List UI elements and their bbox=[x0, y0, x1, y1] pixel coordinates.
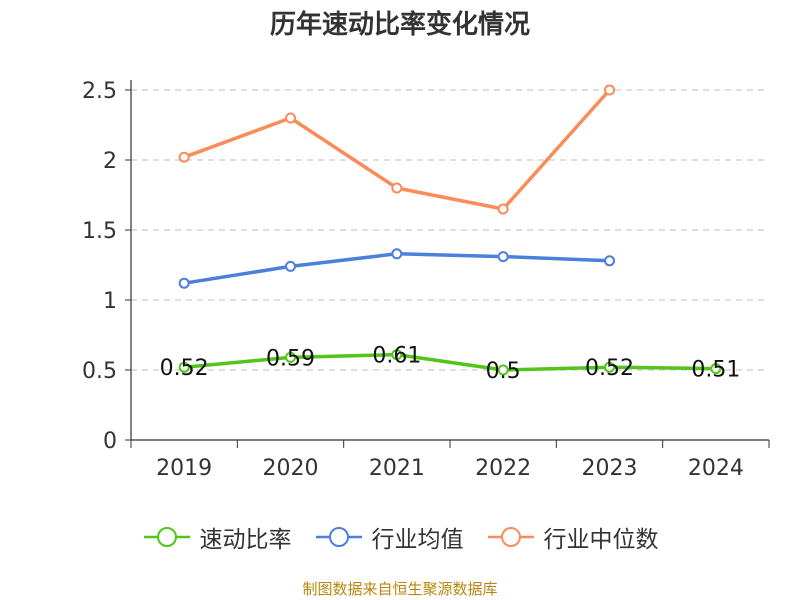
legend-item-industry-mean[interactable]: 行业均值 bbox=[314, 520, 464, 554]
legend-marker-icon bbox=[315, 527, 362, 547]
data-point[interactable] bbox=[178, 151, 190, 163]
y-tick-label: 0 bbox=[103, 429, 117, 454]
data-point[interactable] bbox=[497, 203, 509, 215]
data-point[interactable] bbox=[285, 351, 296, 363]
data-label: 0.61 bbox=[372, 344, 421, 369]
x-tick-label: 2021 bbox=[369, 456, 425, 481]
legend-marker-icon bbox=[487, 527, 534, 547]
data-point[interactable] bbox=[391, 248, 403, 260]
data-point[interactable] bbox=[178, 361, 190, 373]
legend-label: 行业均值 bbox=[371, 527, 464, 553]
x-tick-label: 2024 bbox=[688, 456, 744, 481]
data-point[interactable] bbox=[497, 364, 509, 376]
legend-label: 行业中位数 bbox=[543, 527, 659, 553]
x-tick-label: 2023 bbox=[582, 456, 638, 481]
legend-label: 速动比率 bbox=[199, 527, 292, 553]
data-point[interactable] bbox=[178, 277, 190, 289]
x-tick-label: 2020 bbox=[263, 456, 319, 481]
legend: 速动比率 行业均值 行业中位数 bbox=[0, 520, 800, 554]
data-label: 0.51 bbox=[691, 358, 740, 383]
x-tick-label: 2019 bbox=[156, 456, 212, 481]
y-tick-label: 2.5 bbox=[82, 79, 117, 104]
source-note: 制图数据来自恒生聚源数据库 bbox=[302, 580, 498, 598]
y-tick-label: 1 bbox=[103, 289, 117, 314]
data-point[interactable] bbox=[391, 349, 403, 361]
data-label: 0.52 bbox=[585, 356, 634, 381]
data-point[interactable] bbox=[285, 260, 296, 272]
x-tick-label: 2022 bbox=[475, 456, 531, 481]
data-point[interactable] bbox=[604, 255, 615, 267]
data-point[interactable] bbox=[497, 251, 509, 263]
legend-item-industry-median[interactable]: 行业中位数 bbox=[486, 520, 659, 554]
chart-title: 历年速动比率变化情况 bbox=[269, 10, 530, 40]
data-label: 0.59 bbox=[266, 346, 315, 371]
data-point[interactable] bbox=[604, 361, 615, 373]
legend-item-quick-ratio[interactable]: 速动比率 bbox=[142, 520, 292, 554]
data-point[interactable] bbox=[391, 182, 403, 194]
data-label: 0.52 bbox=[160, 356, 209, 381]
series-line bbox=[182, 352, 718, 372]
y-tick-label: 2 bbox=[103, 149, 117, 174]
data-point[interactable] bbox=[710, 363, 722, 375]
legend-marker-icon bbox=[143, 527, 190, 547]
y-tick-label: 0.5 bbox=[82, 359, 117, 384]
y-tick-label: 1.5 bbox=[82, 219, 117, 244]
data-point[interactable] bbox=[285, 112, 296, 124]
data-label: 0.5 bbox=[486, 359, 521, 384]
data-point[interactable] bbox=[604, 84, 615, 96]
